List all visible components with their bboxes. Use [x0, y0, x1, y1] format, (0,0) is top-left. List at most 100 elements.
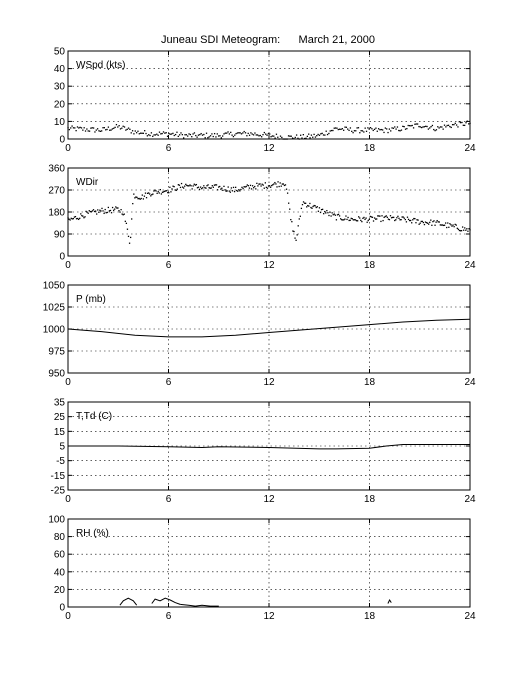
panel-label: T,Td (C)	[76, 411, 112, 422]
data-point	[184, 185, 186, 187]
data-point	[255, 134, 257, 136]
data-point	[79, 126, 81, 129]
data-point	[235, 132, 237, 135]
y-tick-label: 30	[54, 82, 66, 93]
data-point	[301, 203, 304, 206]
data-point	[390, 130, 392, 132]
data-point	[109, 209, 112, 212]
data-point	[70, 127, 72, 129]
data-point	[310, 206, 312, 209]
data-point	[288, 202, 290, 204]
data-point	[243, 130, 245, 133]
data-point	[239, 132, 241, 134]
data-point	[361, 220, 363, 223]
data-point	[170, 133, 173, 135]
data-point	[166, 190, 168, 192]
data-point	[399, 219, 401, 221]
data-point	[286, 192, 289, 194]
data-point	[364, 218, 366, 221]
x-tick-label: 6	[166, 611, 172, 622]
data-point	[261, 183, 263, 185]
data-point	[260, 185, 262, 187]
data-point	[222, 135, 224, 137]
data-point	[417, 219, 419, 221]
data-point	[368, 218, 370, 221]
data-point	[283, 184, 286, 187]
data-point	[170, 191, 172, 193]
data-point	[451, 124, 454, 126]
y-tick-label: 50	[54, 47, 66, 58]
data-point	[144, 130, 146, 132]
data-point	[177, 184, 180, 186]
data-point	[458, 121, 460, 123]
data-point	[336, 127, 338, 129]
y-tick-label: 25	[54, 412, 66, 423]
data-point	[149, 193, 151, 195]
x-tick-label: 12	[263, 143, 275, 154]
data-point	[341, 219, 343, 221]
data-point	[314, 205, 316, 207]
data-point	[272, 184, 274, 186]
data-point	[302, 201, 305, 203]
data-point	[83, 127, 85, 129]
data-point	[422, 126, 424, 128]
data-point	[460, 230, 463, 232]
data-point	[226, 132, 228, 134]
data-point	[287, 135, 290, 137]
data-point	[423, 223, 426, 226]
data-point	[347, 216, 349, 219]
data-point	[183, 187, 185, 189]
data-point	[252, 134, 255, 136]
data-point	[308, 133, 310, 135]
data-point	[99, 130, 101, 133]
data-point	[302, 134, 304, 136]
panel-label: RH (%)	[76, 528, 109, 539]
data-point	[331, 212, 333, 214]
data-points-wspd	[67, 120, 471, 140]
data-point	[291, 221, 293, 223]
data-point	[362, 217, 364, 219]
data-point	[443, 224, 446, 226]
data-point	[154, 189, 156, 191]
y-tick-label: 90	[54, 230, 66, 241]
data-point	[220, 188, 222, 190]
data-point	[366, 221, 368, 223]
data-point	[318, 134, 321, 136]
data-point	[355, 220, 358, 222]
data-point	[334, 127, 337, 129]
data-point	[191, 136, 193, 138]
data-point	[134, 130, 136, 132]
data-point	[270, 136, 272, 138]
data-point	[113, 127, 115, 129]
panel-pressure: 0 6 12 18 24 950 975 1000 1025 1050 P (mb)	[43, 281, 476, 389]
axes-frame	[67, 401, 471, 491]
data-point	[312, 205, 314, 208]
data-point	[178, 134, 181, 136]
data-point	[195, 134, 197, 137]
data-point	[322, 134, 325, 136]
data-point	[433, 128, 435, 131]
data-point	[139, 198, 141, 200]
data-point	[441, 224, 444, 226]
data-point	[91, 210, 94, 212]
data-point	[201, 134, 204, 136]
data-point	[244, 186, 246, 188]
data-point	[356, 127, 358, 129]
data-point	[407, 218, 410, 221]
data-point	[98, 130, 100, 132]
data-point	[152, 135, 154, 138]
data-point	[174, 133, 177, 136]
data-point	[249, 184, 252, 187]
data-point	[162, 131, 165, 133]
axes-frame	[67, 50, 471, 140]
data-point	[115, 206, 117, 208]
data-point	[334, 214, 336, 216]
y-tick-label: 1025	[43, 303, 66, 314]
data-point	[335, 219, 338, 221]
data-point	[437, 221, 439, 223]
data-point	[383, 131, 385, 134]
data-point	[416, 219, 418, 221]
data-point	[353, 130, 356, 132]
data-point	[109, 129, 111, 131]
data-point	[365, 217, 367, 219]
